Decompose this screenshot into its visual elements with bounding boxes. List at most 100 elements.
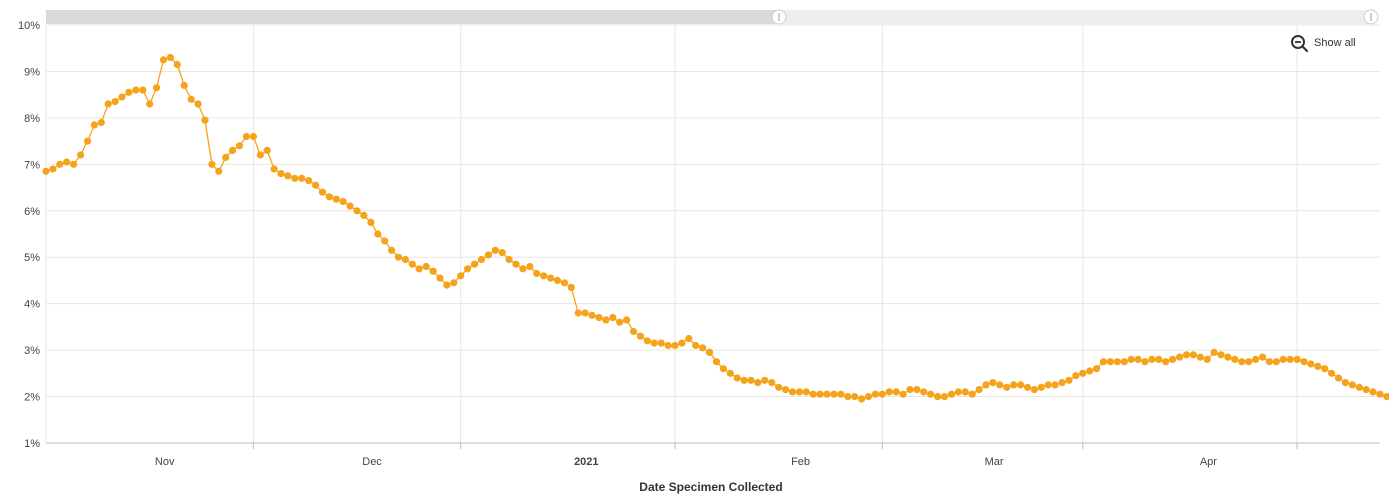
data-point bbox=[1030, 386, 1038, 394]
show-all-label[interactable]: Show all bbox=[1314, 37, 1356, 49]
data-point bbox=[519, 265, 527, 273]
data-point bbox=[360, 211, 368, 219]
data-point bbox=[1127, 355, 1135, 363]
data-point bbox=[581, 309, 589, 317]
data-point bbox=[1341, 379, 1349, 387]
data-point bbox=[256, 151, 264, 159]
data-point bbox=[1065, 376, 1073, 384]
data-point bbox=[1334, 374, 1343, 382]
data-point bbox=[1106, 358, 1114, 366]
data-point bbox=[1307, 360, 1315, 368]
data-point bbox=[567, 283, 575, 291]
series-positivity bbox=[42, 53, 1389, 403]
data-point bbox=[291, 174, 299, 182]
data-point bbox=[194, 100, 202, 108]
data-point bbox=[367, 218, 375, 226]
data-point bbox=[540, 272, 548, 280]
data-point bbox=[1162, 358, 1170, 366]
data-point bbox=[885, 388, 893, 396]
data-point bbox=[526, 262, 534, 271]
data-point bbox=[153, 84, 161, 92]
data-point bbox=[1169, 355, 1177, 363]
data-point bbox=[277, 170, 285, 178]
data-point bbox=[318, 188, 327, 196]
data-point bbox=[173, 60, 181, 69]
data-point bbox=[215, 167, 223, 175]
y-tick-label: 9% bbox=[24, 66, 40, 78]
data-point bbox=[547, 274, 555, 282]
data-point bbox=[934, 393, 942, 401]
data-point bbox=[146, 100, 154, 108]
x-tick-label: Apr bbox=[1200, 456, 1217, 468]
data-point bbox=[1252, 355, 1260, 363]
navigator-handle-left[interactable] bbox=[771, 9, 787, 25]
navigator-selected-range[interactable] bbox=[46, 10, 779, 24]
data-point bbox=[733, 374, 741, 382]
data-point bbox=[975, 386, 983, 394]
y-tick-label: 2% bbox=[24, 392, 40, 404]
data-point bbox=[940, 393, 949, 401]
data-point bbox=[49, 165, 57, 173]
data-point bbox=[111, 98, 119, 106]
x-tick-label: Mar bbox=[985, 456, 1004, 468]
data-point bbox=[795, 388, 804, 396]
data-point bbox=[1328, 369, 1336, 377]
x-tick-label: Feb bbox=[791, 456, 810, 468]
data-point bbox=[1086, 367, 1094, 375]
data-point bbox=[968, 390, 976, 398]
data-point bbox=[775, 383, 783, 391]
y-tick-label: 5% bbox=[24, 252, 40, 264]
data-point bbox=[1017, 381, 1025, 389]
y-tick-label: 7% bbox=[24, 159, 40, 171]
data-point bbox=[1093, 365, 1101, 373]
data-point bbox=[712, 358, 721, 366]
data-point bbox=[609, 314, 617, 322]
data-point bbox=[678, 339, 686, 347]
data-point bbox=[671, 341, 679, 350]
data-point bbox=[104, 100, 112, 108]
data-point bbox=[132, 86, 140, 94]
data-point bbox=[809, 390, 817, 398]
data-point bbox=[512, 260, 520, 268]
data-point bbox=[208, 160, 216, 168]
data-point bbox=[899, 390, 907, 398]
data-point bbox=[629, 327, 638, 336]
data-point bbox=[1224, 353, 1232, 361]
data-point bbox=[1120, 358, 1128, 366]
data-point bbox=[1003, 383, 1011, 391]
data-point bbox=[1217, 351, 1225, 359]
data-point bbox=[705, 348, 714, 356]
data-point bbox=[1058, 379, 1066, 387]
x-axis-label: Date Specimen Collected bbox=[639, 480, 782, 494]
data-point bbox=[1051, 381, 1059, 389]
data-point bbox=[533, 269, 541, 278]
data-point bbox=[470, 260, 479, 268]
data-point bbox=[1265, 358, 1273, 366]
data-point bbox=[284, 172, 292, 180]
data-point bbox=[1072, 372, 1080, 380]
data-point bbox=[56, 160, 64, 168]
x-tick-label: Nov bbox=[155, 456, 175, 468]
data-point bbox=[747, 376, 755, 384]
data-point bbox=[201, 116, 209, 124]
data-point bbox=[408, 260, 416, 268]
data-point bbox=[837, 390, 845, 398]
data-point bbox=[699, 344, 707, 352]
x-tick-label: 2021 bbox=[574, 456, 598, 468]
data-point bbox=[325, 193, 333, 201]
navigator-handle-right[interactable] bbox=[1363, 9, 1379, 25]
data-point bbox=[1231, 355, 1239, 363]
data-point bbox=[1376, 390, 1384, 398]
data-point bbox=[595, 314, 603, 322]
data-point bbox=[844, 393, 852, 401]
data-point bbox=[346, 202, 354, 210]
data-point bbox=[726, 369, 734, 377]
data-point bbox=[90, 121, 98, 129]
data-point bbox=[858, 395, 866, 403]
show-all-button[interactable]: Show all bbox=[1291, 35, 1356, 53]
data-point bbox=[954, 388, 963, 396]
data-point bbox=[782, 386, 790, 394]
range-navigator[interactable] bbox=[46, 9, 1379, 25]
data-point bbox=[623, 316, 631, 324]
data-point bbox=[1141, 358, 1149, 366]
